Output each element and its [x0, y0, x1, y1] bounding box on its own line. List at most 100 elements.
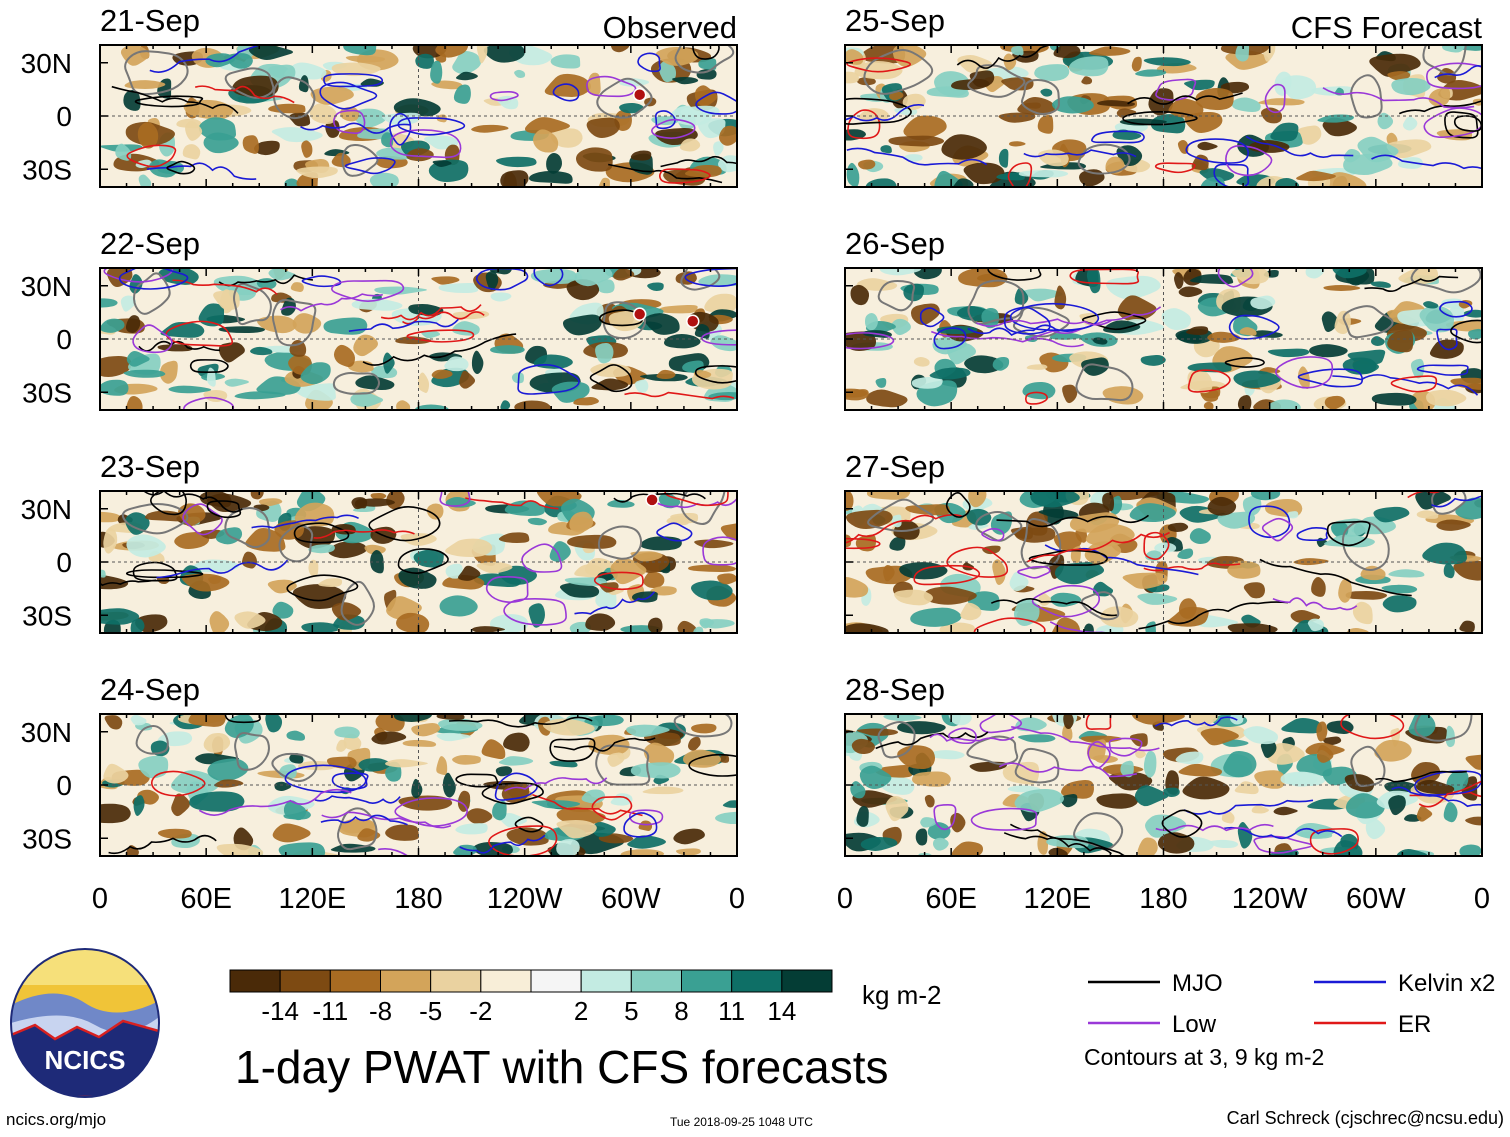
- pwat-anomaly-blob: [1184, 111, 1223, 133]
- pwat-anomaly-blob: [1131, 714, 1185, 725]
- pwat-anomaly-blob: [1131, 56, 1142, 72]
- pwat-anomaly-blob: [1455, 497, 1482, 520]
- pwat-anomaly-blob: [1396, 848, 1428, 856]
- pwat-anomaly-blob: [948, 714, 972, 726]
- wave-contour: [593, 571, 644, 591]
- pwat-anomaly-blob: [845, 623, 889, 633]
- coastline-shape: [673, 714, 733, 738]
- pwat-anomaly-blob: [845, 577, 869, 598]
- coastline-shape: [1020, 518, 1062, 570]
- wave-contour: [637, 52, 661, 73]
- pwat-anomaly-blob: [257, 315, 297, 334]
- pwat-anomaly-blob: [996, 172, 1025, 181]
- panel-field: [100, 491, 737, 633]
- pwat-anomaly-blob: [691, 580, 733, 601]
- pwat-anomaly-blob: [656, 369, 676, 380]
- pwat-anomaly-blob: [1103, 320, 1141, 334]
- colorbar: -14 -11 -8 -5 -2 2 5 8 11 14: [229, 969, 833, 1026]
- pwat-anomaly-blob: [371, 731, 407, 745]
- logo-ring: [10, 948, 160, 1098]
- footer-url[interactable]: ncics.org/mjo: [6, 1110, 107, 1129]
- pwat-anomaly-blob: [333, 344, 356, 368]
- pwat-anomaly-blob: [1144, 814, 1187, 838]
- pwat-anomaly-blob: [1068, 56, 1109, 77]
- coastline-shape: [595, 744, 651, 786]
- pwat-anomaly-blob: [1116, 108, 1137, 118]
- pwat-anomaly-blob: [920, 817, 937, 828]
- wave-contour: [1223, 826, 1343, 840]
- pwat-anomaly-blob: [1463, 309, 1482, 318]
- pwat-anomaly-blob: [658, 60, 677, 83]
- coastline-shape: [332, 371, 380, 395]
- wave-contour: [998, 762, 1137, 778]
- colorbar-swatch: [530, 969, 582, 993]
- pwat-anomaly-blob: [456, 71, 478, 81]
- pwat-anomaly-blob: [912, 771, 951, 787]
- pwat-anomaly-blob: [1034, 64, 1070, 82]
- pwat-anomaly-blob: [431, 369, 453, 379]
- pwat-anomaly-blob: [1443, 802, 1458, 823]
- pwat-anomaly-blob: [682, 749, 721, 768]
- pwat-anomaly-blob: [1346, 627, 1370, 633]
- pwat-anomaly-blob: [250, 491, 264, 500]
- pwat-anomaly-blob: [1436, 519, 1471, 531]
- pwat-anomaly-blob: [1231, 97, 1261, 113]
- pwat-anomaly-blob: [929, 750, 965, 760]
- wave-contour: [979, 714, 1023, 734]
- pwat-anomaly-blob: [181, 573, 230, 592]
- pwat-anomaly-blob: [125, 396, 143, 410]
- pwat-anomaly-blob: [549, 541, 571, 563]
- pwat-anomaly-blob: [504, 500, 545, 516]
- wave-contour: [589, 364, 633, 393]
- pwat-anomaly-blob: [718, 754, 730, 763]
- pwat-anomaly-blob: [1137, 593, 1178, 605]
- pwat-anomaly-blob: [1190, 274, 1234, 285]
- pwat-anomaly-blob: [1453, 560, 1482, 581]
- pwat-anomaly-blob: [1258, 98, 1305, 106]
- pwat-anomaly-blob: [272, 823, 311, 843]
- pwat-anomaly-blob: [1014, 788, 1064, 813]
- wave-contour: [293, 522, 350, 544]
- wave-contour: [913, 564, 981, 586]
- pwat-anomaly-blob: [1426, 389, 1467, 407]
- wave-contour: [1431, 495, 1482, 508]
- wave-contour: [845, 97, 912, 125]
- pwat-anomaly-blob: [1233, 370, 1281, 388]
- pwat-anomaly-blob: [382, 112, 421, 126]
- pwat-anomaly-blob: [476, 45, 488, 64]
- pwat-anomaly-blob: [103, 528, 118, 554]
- pwat-anomaly-blob: [1323, 285, 1361, 291]
- pwat-anomaly-blob: [866, 491, 911, 500]
- pwat-anomaly-blob: [265, 714, 283, 733]
- wave-contour: [654, 110, 676, 130]
- pwat-anomaly-blob: [283, 800, 307, 821]
- wave-contour: [150, 491, 187, 516]
- pwat-anomaly-blob: [499, 813, 528, 828]
- wave-contour: [323, 73, 384, 88]
- coastlines: [135, 714, 733, 851]
- pwat-anomaly-blob: [1459, 844, 1482, 856]
- pwat-anomaly-blob: [591, 822, 616, 837]
- pwat-anomaly-blob: [438, 282, 479, 294]
- wave-contour: [1264, 83, 1286, 114]
- pwat-anomaly-blob: [506, 827, 549, 846]
- pwat-anomaly-blob: [182, 144, 201, 160]
- pwat-anomaly-blob: [1250, 295, 1276, 310]
- wave-contour: [503, 598, 567, 626]
- pwat-anomaly-blob: [932, 837, 949, 851]
- pwat-anomaly-blob: [498, 532, 530, 543]
- pwat-anomaly-blob: [1063, 714, 1074, 730]
- pwat-anomaly-blob: [1268, 399, 1301, 410]
- pwat-anomaly-blob: [310, 86, 354, 105]
- pwat-anomaly-blob: [100, 511, 122, 523]
- pwat-anomaly-blob: [123, 369, 166, 378]
- pwat-anomaly-blob: [435, 45, 469, 58]
- wave-contour: [981, 527, 1005, 542]
- pwat-anomaly-blob: [850, 284, 870, 306]
- wave-contour: [1028, 549, 1108, 566]
- wave-contour: [1309, 828, 1359, 855]
- pwat-anomaly-blob: [1373, 506, 1410, 523]
- wave-contour: [218, 274, 313, 287]
- y-tick-label: 30N: [21, 717, 72, 748]
